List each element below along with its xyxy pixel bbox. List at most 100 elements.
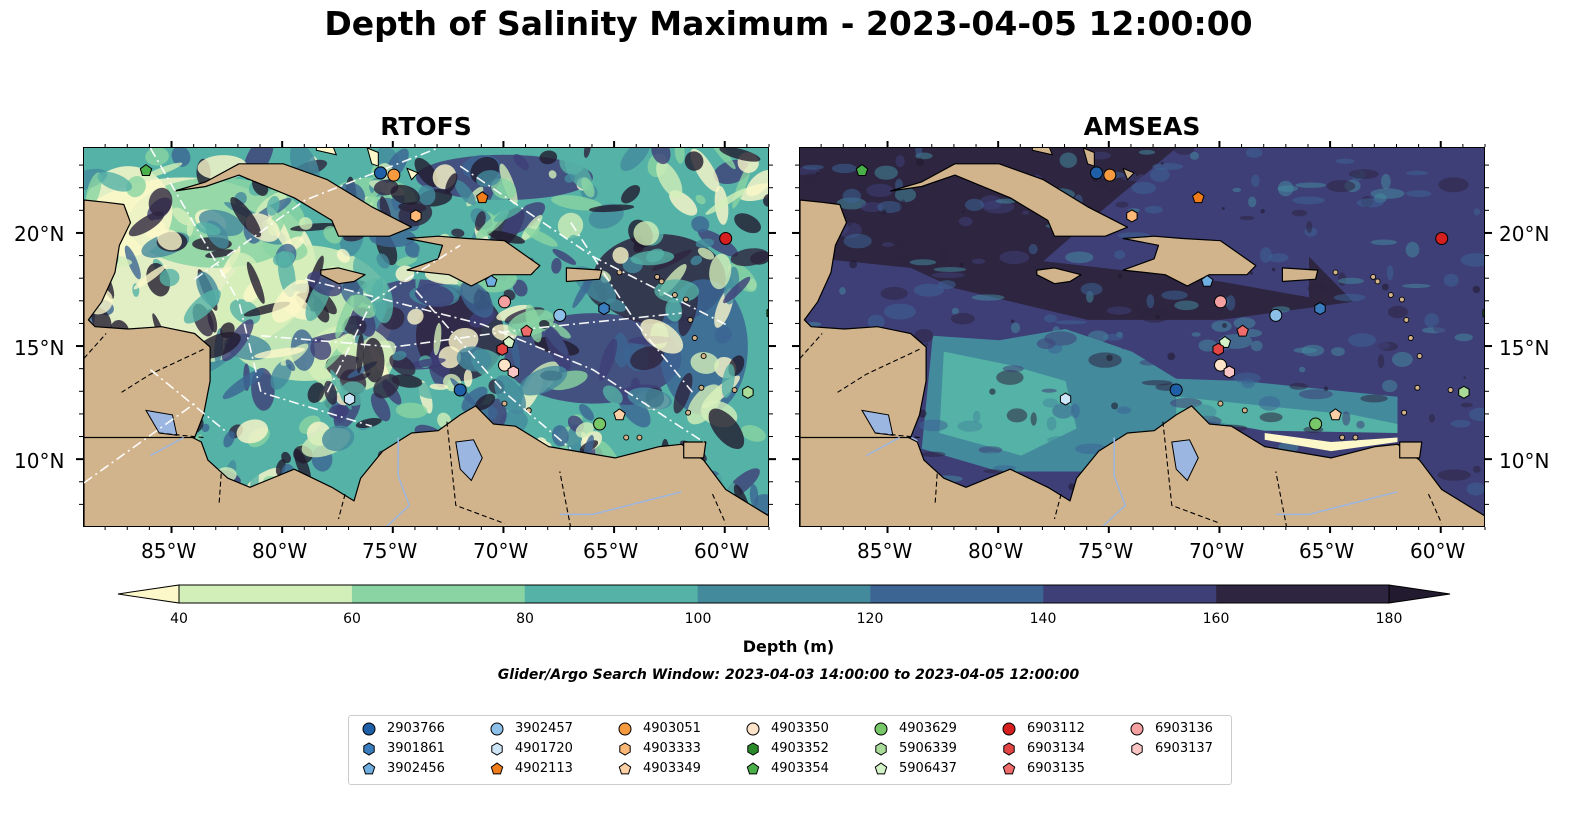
lat-label-20n-right: 20°N (1499, 222, 1550, 246)
lon-label-70w-amseas: 70°W (1189, 539, 1245, 563)
lat-label-15n-left: 15°N (14, 336, 65, 360)
float-marker (1214, 295, 1227, 309)
legend-label: 5906339 (899, 741, 957, 756)
rtofs-map (83, 147, 769, 527)
legend-label: 4902113 (515, 761, 573, 776)
float-marker (1192, 191, 1205, 204)
amseas-panel-title: AMSEAS (1083, 112, 1201, 141)
hexagon-icon (747, 741, 759, 756)
hexagon-icon (1131, 741, 1143, 756)
float-marker (553, 308, 567, 322)
legend-label: 6903137 (1155, 741, 1213, 756)
colorbar-tick: 120 (856, 611, 884, 627)
float-marker (1126, 209, 1138, 223)
amseas-map-canvas (800, 148, 1484, 526)
lon-label-65w-rtofs: 65°W (583, 539, 639, 563)
float-marker (1458, 385, 1470, 399)
map-axes (76, 141, 1492, 533)
legend-item: 2903766 (361, 719, 445, 739)
lon-label-85w-amseas: 85°W (857, 539, 913, 563)
float-marker (855, 163, 869, 176)
rtofs-panel-title: RTOFS (380, 112, 472, 141)
float-marker (598, 302, 610, 316)
pentagon-icon (490, 761, 504, 774)
float-marker (719, 232, 733, 245)
float-marker (1212, 342, 1224, 356)
pentagon-icon (874, 761, 888, 774)
float-marker (1218, 335, 1232, 348)
float-marker (410, 209, 422, 223)
search-window-text: Glider/Argo Search Window: 2023-04-03 14… (497, 667, 1080, 683)
legend-item: 4902113 (489, 759, 573, 779)
float-marker (766, 308, 768, 318)
legend-label: 2903766 (387, 721, 445, 736)
pentagon-icon (746, 761, 760, 774)
legend-item: 6903134 (1001, 739, 1085, 759)
circle-icon (1130, 722, 1144, 735)
legend-label: 3902457 (515, 721, 573, 736)
figure-title: Depth of Salinity Maximum - 2023-04-05 1… (324, 4, 1253, 43)
float-marker (502, 335, 516, 348)
float-marker (1200, 274, 1214, 287)
colorbar-tick: 60 (343, 611, 361, 627)
circle-icon (362, 722, 376, 735)
legend-label: 3902456 (387, 761, 445, 776)
depth-colorbar (117, 584, 1451, 604)
float-marker (1103, 168, 1117, 182)
lon-label-75w-rtofs: 75°W (362, 539, 418, 563)
legend-label: 6903134 (1027, 741, 1085, 756)
pentagon-icon (1002, 761, 1016, 774)
float-marker (1435, 232, 1449, 245)
float-marker (742, 385, 754, 399)
colorbar-tick: 140 (1029, 611, 1057, 627)
lon-label-70w-rtofs: 70°W (473, 539, 529, 563)
colorbar-tick: 180 (1375, 611, 1403, 627)
legend-label: 3901861 (387, 741, 445, 756)
colorbar-tick: 100 (684, 611, 712, 627)
legend-item: 5906339 (873, 739, 957, 759)
hexagon-icon (875, 741, 887, 756)
legend-item: 3902456 (361, 759, 445, 779)
legend-item: 3902457 (489, 719, 573, 739)
float-marker (387, 168, 401, 182)
lat-label-20n-left: 20°N (14, 222, 65, 246)
legend-label: 4903354 (771, 761, 829, 776)
hexagon-icon (619, 741, 631, 756)
colorbar-tick: 80 (516, 611, 534, 627)
legend-label: 4903350 (771, 721, 829, 736)
legend-label: 4903333 (643, 741, 701, 756)
legend-item: 4903349 (617, 759, 701, 779)
legend-item: 6903112 (1001, 719, 1085, 739)
circle-icon (874, 722, 888, 735)
float-marker (1329, 408, 1342, 421)
lon-label-80w-rtofs: 80°W (252, 539, 308, 563)
legend-label: 6903136 (1155, 721, 1213, 736)
legend-label: 4903629 (899, 721, 957, 736)
float-marker (476, 191, 489, 204)
circle-icon (1002, 722, 1016, 735)
float-marker (1269, 308, 1283, 322)
legend-item: 4903350 (745, 719, 829, 739)
float-marker (1236, 324, 1249, 337)
legend-item: 6903136 (1129, 719, 1213, 739)
float-legend: 2903766 3901861 3902456 3902457 4901720 49021… (348, 715, 1232, 785)
float-marker (498, 358, 511, 372)
float-marker (1090, 166, 1103, 180)
pentagon-icon (618, 761, 632, 774)
float-marker (1482, 308, 1484, 318)
float-marker (1214, 358, 1227, 372)
rtofs-map-canvas (84, 148, 768, 526)
legend-label: 4901720 (515, 741, 573, 756)
legend-label: 6903112 (1027, 721, 1085, 736)
lon-label-85w-rtofs: 85°W (141, 539, 197, 563)
circle-icon (746, 722, 760, 735)
lat-label-10n-right: 10°N (1499, 449, 1550, 473)
hexagon-icon (363, 741, 375, 756)
lon-label-65w-amseas: 65°W (1299, 539, 1355, 563)
lat-label-15n-right: 15°N (1499, 336, 1550, 360)
legend-item: 4901720 (489, 739, 573, 759)
float-marker (453, 383, 467, 397)
hexagon-icon (491, 741, 503, 756)
legend-label: 4903051 (643, 721, 701, 736)
lon-label-80w-amseas: 80°W (968, 539, 1024, 563)
